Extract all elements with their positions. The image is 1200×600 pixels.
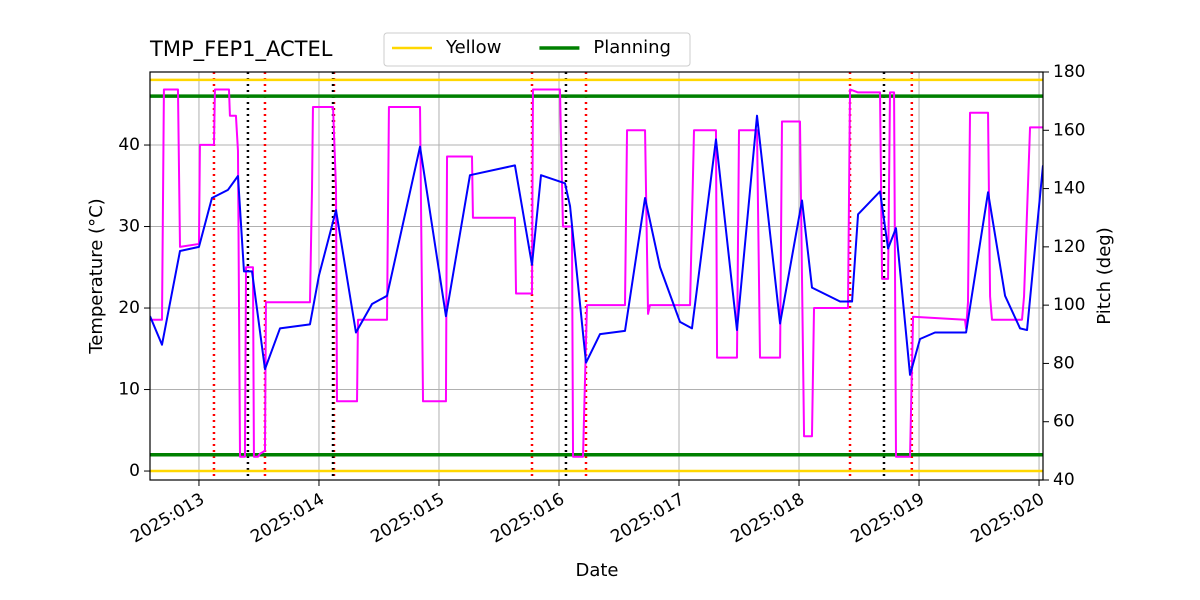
y2-tick-label: 180 <box>1053 62 1085 82</box>
y-tick-label: 0 <box>129 461 140 481</box>
chart-title: TMP_FEP1_ACTEL <box>149 37 333 62</box>
y-tick-label: 40 <box>118 135 140 155</box>
data-line <box>150 114 1043 376</box>
grid <box>150 72 1043 480</box>
plot-area <box>150 72 1043 480</box>
legend: Yellow Planning <box>392 37 671 58</box>
y2-tick-label: 100 <box>1053 295 1085 315</box>
y2-tick-label: 80 <box>1053 353 1075 373</box>
y2-tick-label: 140 <box>1053 179 1085 199</box>
legend-label: Yellow <box>445 37 501 58</box>
y2-tick-label: 60 <box>1053 412 1075 432</box>
legend-label: Planning <box>593 37 671 58</box>
legend-box <box>383 32 691 67</box>
y-tick-label: 30 <box>118 217 140 237</box>
y-axis-label: Temperature (°C) <box>86 198 107 354</box>
y2-tick-label: 120 <box>1053 237 1085 257</box>
y2-tick-label: 160 <box>1053 120 1085 140</box>
axes-frame <box>149 71 1044 481</box>
x-axis-label: Date <box>575 560 618 581</box>
y2-axis-label: Pitch (deg) <box>1094 227 1115 325</box>
y-tick-label: 20 <box>118 298 140 318</box>
y2-tick-label: 40 <box>1053 470 1075 490</box>
y-tick-label: 10 <box>118 380 140 400</box>
